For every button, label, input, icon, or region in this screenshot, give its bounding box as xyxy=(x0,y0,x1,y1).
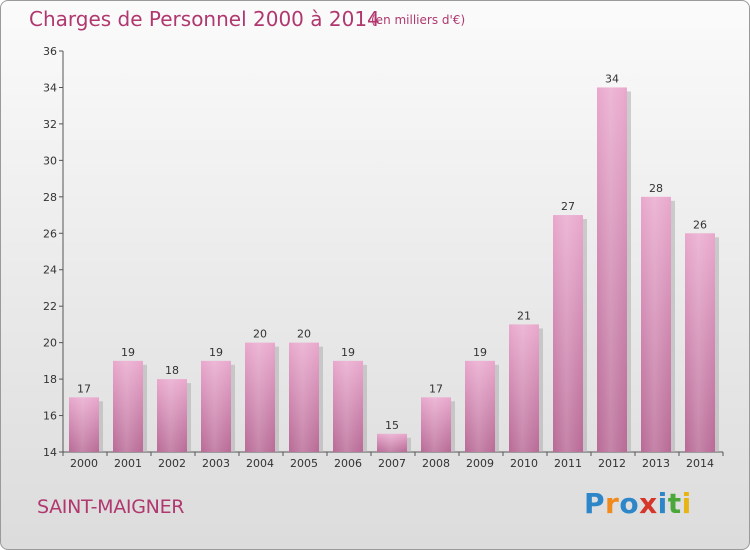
bar-highlight xyxy=(465,360,495,452)
y-tick-label: 20 xyxy=(43,337,57,350)
logo-letter: x xyxy=(639,487,658,520)
y-tick-label: 18 xyxy=(43,373,57,386)
x-tick-label: 2001 xyxy=(114,457,142,470)
x-tick-label: 2003 xyxy=(202,457,230,470)
y-tick-label: 36 xyxy=(43,45,57,58)
bar-value-label: 15 xyxy=(385,419,399,432)
logo-letter: t xyxy=(667,487,682,520)
bar-highlight xyxy=(245,342,275,452)
bar-value-label: 19 xyxy=(473,346,487,359)
x-tick-label: 2000 xyxy=(70,457,98,470)
bar-value-label: 17 xyxy=(429,382,443,395)
x-tick-label: 2006 xyxy=(334,457,362,470)
bar-highlight xyxy=(553,215,583,452)
bar-value-label: 26 xyxy=(693,218,707,231)
proxiti-logo: Proxiti xyxy=(584,487,692,520)
x-tick-label: 2004 xyxy=(246,457,274,470)
bar-value-label: 19 xyxy=(121,346,135,359)
logo-letter: P xyxy=(584,487,606,520)
bar-value-label: 17 xyxy=(77,382,91,395)
logo-letter: i xyxy=(681,487,692,520)
x-tick-label: 2008 xyxy=(422,457,450,470)
bar-highlight xyxy=(113,360,143,452)
x-tick-label: 2013 xyxy=(642,457,670,470)
bar-value-label: 20 xyxy=(253,328,267,341)
y-tick-label: 14 xyxy=(43,446,57,459)
y-tick-label: 28 xyxy=(43,191,57,204)
bar-value-label: 34 xyxy=(605,72,619,85)
y-tick-label: 34 xyxy=(43,81,57,94)
bar-highlight xyxy=(289,342,319,452)
bar-highlight xyxy=(377,433,407,452)
y-tick-label: 16 xyxy=(43,410,57,423)
x-tick-label: 2010 xyxy=(510,457,538,470)
logo-letter: r xyxy=(605,487,620,520)
x-tick-label: 2012 xyxy=(598,457,626,470)
bar-value-label: 18 xyxy=(165,364,179,377)
x-tick-label: 2014 xyxy=(686,457,714,470)
bar-value-label: 20 xyxy=(297,328,311,341)
bar-value-label: 21 xyxy=(517,309,531,322)
y-tick-label: 24 xyxy=(43,264,57,277)
bar-highlight xyxy=(201,360,231,452)
bar-highlight xyxy=(69,397,99,452)
bar-value-label: 28 xyxy=(649,182,663,195)
y-tick-label: 32 xyxy=(43,118,57,131)
chart-subtitle: (en milliers d'€) xyxy=(371,13,466,27)
x-tick-label: 2011 xyxy=(554,457,582,470)
logo-letter: o xyxy=(619,487,640,520)
x-tick-label: 2005 xyxy=(290,457,318,470)
bar-highlight xyxy=(597,87,627,453)
bar-highlight xyxy=(685,233,715,452)
commune-name: SAINT-MAIGNER xyxy=(37,496,185,518)
logo-letter: i xyxy=(657,487,668,520)
x-tick-label: 2009 xyxy=(466,457,494,470)
bar-highlight xyxy=(157,379,187,452)
y-tick-label: 26 xyxy=(43,227,57,240)
x-tick-label: 2007 xyxy=(378,457,406,470)
x-tick-label: 2002 xyxy=(158,457,186,470)
y-tick-label: 30 xyxy=(43,154,57,167)
y-tick-label: 22 xyxy=(43,300,57,313)
bar-value-label: 27 xyxy=(561,200,575,213)
chart-title: Charges de Personnel 2000 à 2014 xyxy=(29,7,380,31)
bar-highlight xyxy=(641,196,671,452)
bar-highlight xyxy=(509,324,539,452)
bar-highlight xyxy=(421,397,451,452)
bar-value-label: 19 xyxy=(209,346,223,359)
bar-value-label: 19 xyxy=(341,346,355,359)
bar-highlight xyxy=(333,360,363,452)
